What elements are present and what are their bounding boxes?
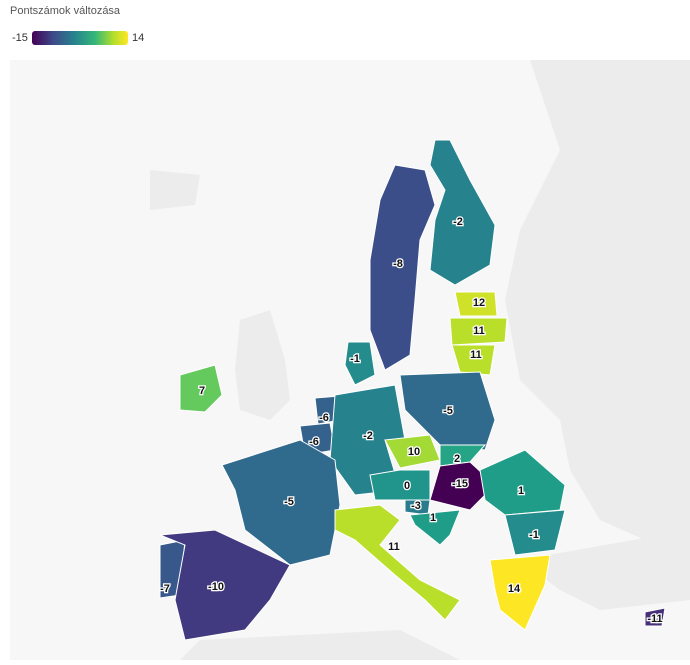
region-label: -15: [452, 478, 468, 490]
legend-max: 14: [132, 32, 144, 44]
region-label: 1: [430, 512, 436, 524]
region-label: 10: [408, 446, 420, 458]
region-label: -8: [393, 258, 403, 270]
region-label: 14: [508, 583, 521, 595]
region-label: 12: [473, 297, 485, 309]
region: [644, 607, 666, 627]
region: [454, 291, 498, 317]
region-label: -5: [443, 405, 453, 417]
region: [344, 341, 376, 386]
region-label: 7: [199, 385, 205, 397]
region-label: 2: [454, 453, 460, 465]
region-label: 11: [473, 325, 485, 337]
legend-bar: [32, 31, 128, 45]
region-label: -1: [529, 529, 539, 541]
region: [429, 461, 496, 511]
region: [159, 529, 291, 641]
region: [429, 139, 496, 286]
region-label: 1: [518, 485, 524, 497]
region: [409, 509, 461, 546]
region-label: -6: [309, 436, 319, 448]
region-label: -10: [208, 581, 224, 593]
region-label: -7: [160, 583, 170, 595]
legend-title: Pontszámok változása: [10, 5, 121, 17]
region-label: -5: [284, 496, 294, 508]
region-label: 11: [470, 349, 482, 361]
region-label: -2: [363, 430, 373, 442]
region: [451, 344, 496, 376]
legend-min: -15: [12, 32, 28, 44]
region: [221, 439, 341, 566]
region: [449, 317, 508, 346]
region-label: -3: [411, 500, 421, 512]
region: [369, 164, 436, 371]
region: [334, 504, 461, 621]
region-label: 0: [404, 480, 410, 492]
region: [504, 509, 566, 556]
region-label: -6: [319, 412, 329, 424]
region: [489, 554, 551, 631]
region: [369, 469, 431, 501]
region-label: -2: [453, 216, 463, 228]
region-label: 11: [388, 541, 400, 553]
region: [179, 364, 223, 413]
region-label: -11: [647, 613, 662, 625]
region-label: -1: [350, 353, 360, 365]
